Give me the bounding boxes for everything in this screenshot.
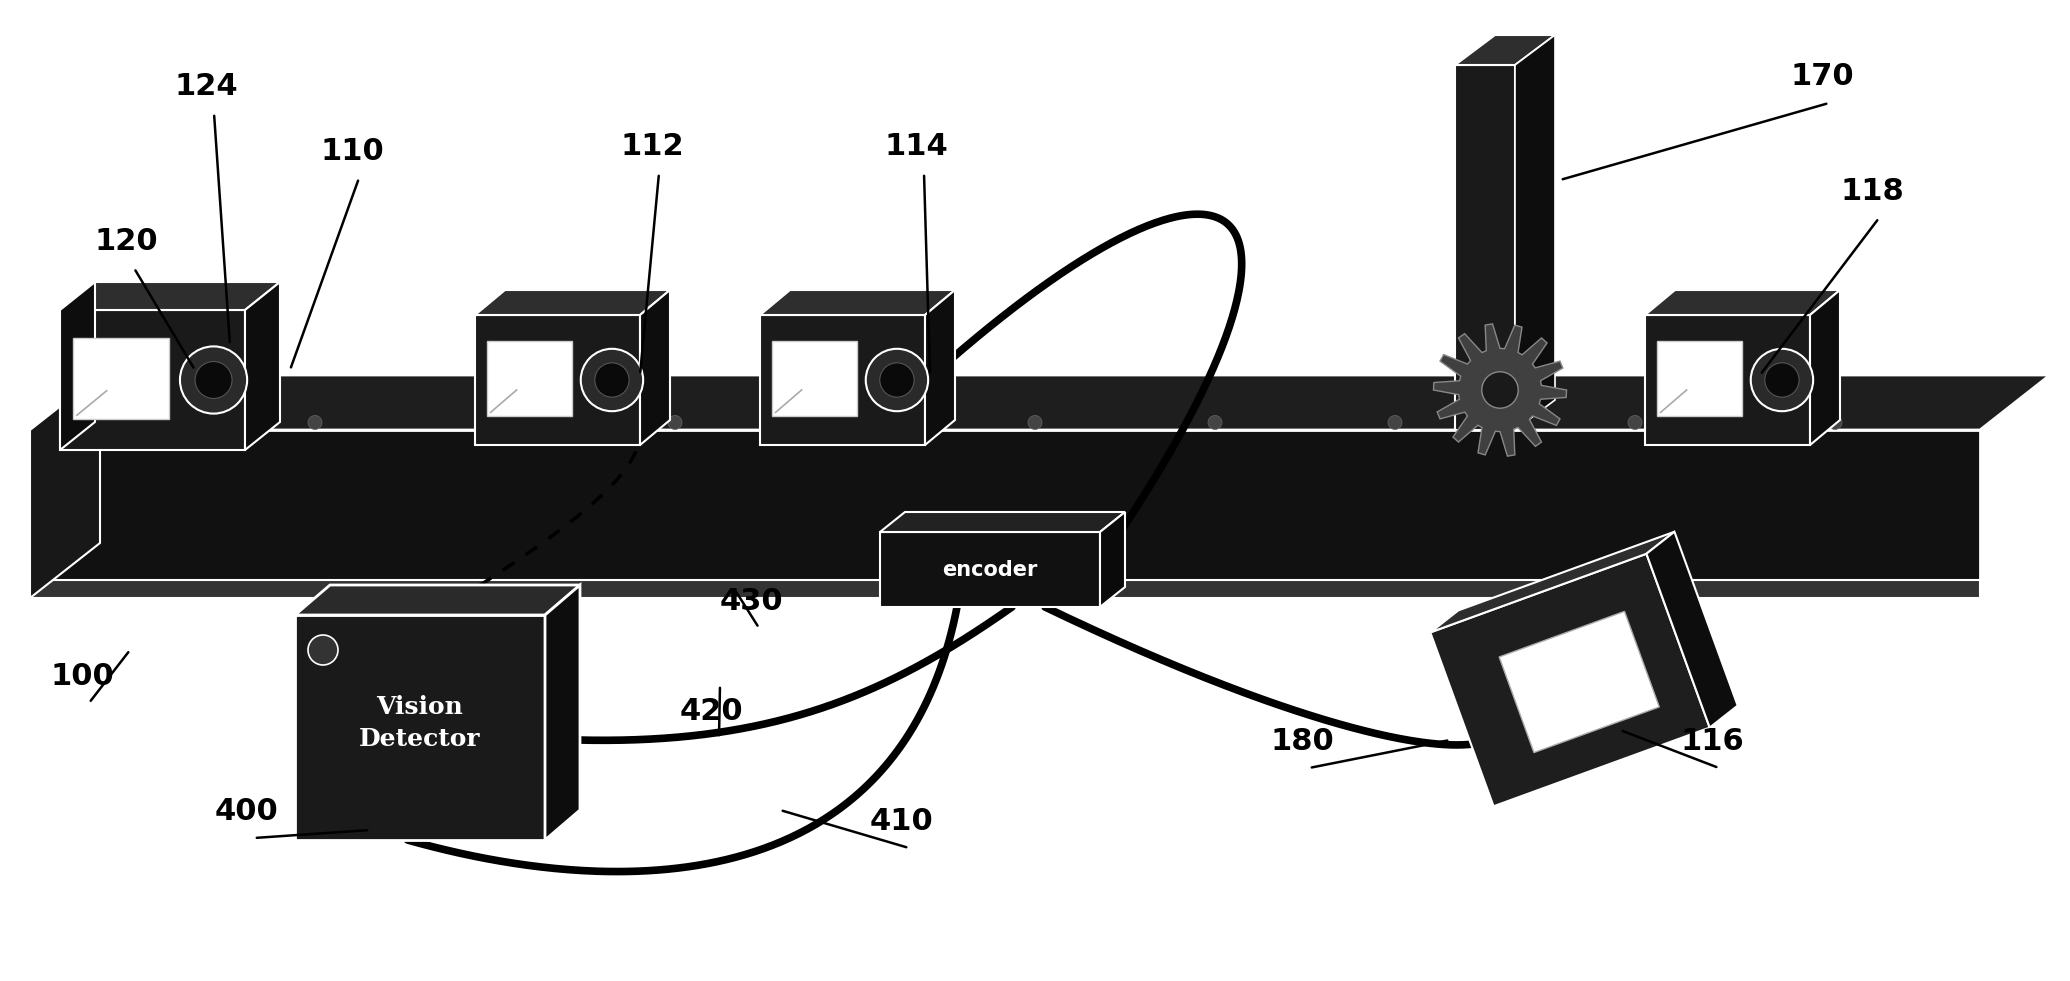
Polygon shape [60,282,279,310]
Circle shape [308,635,337,665]
Text: 180: 180 [1271,727,1333,756]
Polygon shape [296,585,580,615]
Polygon shape [1515,35,1555,430]
Text: 410: 410 [869,807,934,836]
Text: 400: 400 [215,797,279,826]
Polygon shape [296,615,544,840]
Polygon shape [1432,324,1567,456]
Circle shape [669,416,681,430]
Polygon shape [640,290,671,445]
Circle shape [1482,372,1517,408]
Circle shape [880,363,915,397]
Polygon shape [544,585,580,840]
Polygon shape [925,290,954,445]
Polygon shape [1430,553,1710,806]
Polygon shape [29,580,1981,598]
Circle shape [147,416,161,430]
Polygon shape [760,290,954,315]
Polygon shape [29,430,1981,580]
Circle shape [1627,416,1642,430]
Circle shape [308,416,323,430]
Polygon shape [1499,611,1660,752]
Text: 114: 114 [886,132,948,161]
Polygon shape [474,315,640,445]
Text: 120: 120 [95,227,159,256]
Text: 124: 124 [176,72,238,101]
Polygon shape [1455,65,1515,430]
Polygon shape [1430,532,1675,633]
Text: 118: 118 [1840,177,1904,206]
Circle shape [1029,416,1041,430]
Polygon shape [880,532,1099,607]
Polygon shape [772,341,857,416]
Circle shape [1389,416,1401,430]
Circle shape [582,349,644,411]
Polygon shape [1809,290,1840,445]
Polygon shape [1099,512,1124,607]
Circle shape [195,362,232,398]
Text: 116: 116 [1681,727,1743,756]
Polygon shape [72,338,170,419]
Polygon shape [60,310,244,450]
Polygon shape [244,282,279,450]
Polygon shape [1455,35,1555,65]
Polygon shape [60,282,95,450]
Text: 112: 112 [621,132,683,161]
Polygon shape [1646,315,1809,445]
Polygon shape [1656,341,1743,416]
Text: 110: 110 [321,137,383,166]
Polygon shape [29,375,99,598]
Polygon shape [29,375,2049,430]
Text: 170: 170 [1791,62,1853,91]
Circle shape [1751,349,1813,411]
Text: 430: 430 [720,587,785,616]
Circle shape [594,363,629,397]
Polygon shape [880,512,1124,532]
Circle shape [180,346,246,414]
Circle shape [1766,363,1799,397]
Polygon shape [1646,290,1840,315]
Polygon shape [474,290,671,315]
Polygon shape [760,315,925,445]
Circle shape [865,349,927,411]
Polygon shape [1646,532,1737,728]
Text: 100: 100 [50,662,114,691]
Text: Vision
Detector: Vision Detector [360,696,480,750]
Text: encoder: encoder [942,559,1037,580]
Circle shape [1828,416,1842,430]
Circle shape [489,416,503,430]
Circle shape [849,416,861,430]
Circle shape [1209,416,1221,430]
Polygon shape [486,341,571,416]
Text: 420: 420 [681,697,743,726]
